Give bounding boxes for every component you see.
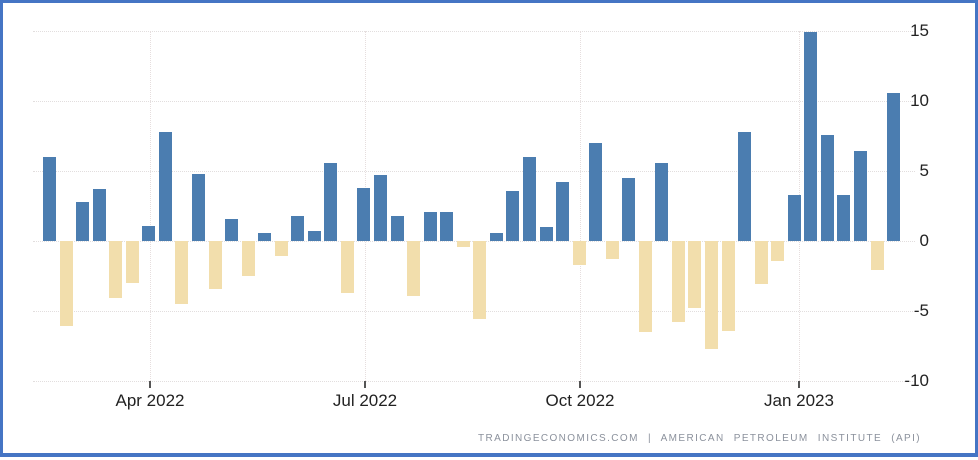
bar-week-7[interactable] bbox=[142, 225, 156, 241]
x-axis-tick-mark bbox=[798, 381, 800, 388]
bar-week-8[interactable] bbox=[158, 131, 172, 241]
bar-week-18[interactable] bbox=[324, 162, 338, 241]
x-axis-tick-mark bbox=[149, 381, 151, 388]
attribution-watermark: TRADINGECONOMICS.COM | AMERICAN PETROLEU… bbox=[478, 433, 921, 444]
bar-week-43[interactable] bbox=[738, 131, 752, 241]
y-gridline bbox=[33, 31, 915, 32]
bar-week-4[interactable] bbox=[92, 189, 106, 241]
x-gridline bbox=[580, 31, 581, 381]
bar-week-34[interactable] bbox=[589, 143, 603, 241]
x-gridline bbox=[150, 31, 151, 381]
bar-week-42[interactable] bbox=[721, 241, 735, 331]
bar-week-29[interactable] bbox=[506, 190, 520, 241]
bar-week-51[interactable] bbox=[870, 241, 884, 271]
bar-week-20[interactable] bbox=[357, 187, 371, 241]
bar-week-50[interactable] bbox=[853, 151, 867, 241]
y-gridline bbox=[33, 171, 915, 172]
y-axis-tick-label: 10 bbox=[910, 91, 929, 110]
bar-week-11[interactable] bbox=[208, 241, 222, 289]
bar-week-31[interactable] bbox=[539, 227, 553, 241]
bar-week-37[interactable] bbox=[638, 241, 652, 332]
x-axis-tick-label: Jul 2022 bbox=[332, 391, 398, 410]
bar-week-10[interactable] bbox=[191, 173, 205, 241]
bar-week-21[interactable] bbox=[374, 175, 387, 241]
y-gridline bbox=[33, 101, 915, 102]
y-axis-tick-label: -5 bbox=[913, 301, 929, 320]
bar-week-15[interactable] bbox=[274, 241, 288, 257]
x-axis-tick-label: Apr 2022 bbox=[115, 391, 185, 410]
bar-week-13[interactable] bbox=[241, 241, 255, 276]
bar-week-14[interactable] bbox=[258, 232, 272, 241]
bar-week-45[interactable] bbox=[771, 241, 785, 261]
x-axis-tick-label: Jan 2023 bbox=[764, 391, 834, 410]
y-gridline bbox=[33, 381, 915, 382]
bar-week-27[interactable] bbox=[473, 241, 487, 320]
bar-week-1[interactable] bbox=[43, 157, 56, 241]
y-axis-tick-label: -10 bbox=[904, 371, 929, 390]
bar-week-3[interactable] bbox=[76, 201, 90, 241]
bar-week-38[interactable] bbox=[655, 162, 669, 241]
x-axis-tick-label: Oct 2022 bbox=[545, 391, 615, 410]
bar-week-40[interactable] bbox=[688, 241, 702, 309]
y-axis-tick-label: 15 bbox=[910, 21, 929, 40]
bar-week-30[interactable] bbox=[522, 157, 536, 241]
y-axis-tick-label: 0 bbox=[919, 231, 929, 250]
bar-week-28[interactable] bbox=[489, 232, 503, 241]
bar-week-22[interactable] bbox=[390, 215, 404, 241]
bar-week-23[interactable] bbox=[407, 241, 421, 296]
x-axis-tick-mark bbox=[364, 381, 366, 388]
bar-week-47[interactable] bbox=[804, 32, 818, 241]
bar-week-2[interactable] bbox=[59, 241, 73, 327]
bar-week-49[interactable] bbox=[837, 194, 851, 241]
bar-week-35[interactable] bbox=[605, 241, 619, 260]
bar-week-48[interactable] bbox=[820, 134, 834, 241]
bar-week-32[interactable] bbox=[556, 182, 570, 241]
x-axis-tick-mark bbox=[579, 381, 581, 388]
bar-week-39[interactable] bbox=[671, 241, 685, 323]
bar-week-25[interactable] bbox=[440, 211, 454, 241]
bar-week-12[interactable] bbox=[225, 218, 239, 241]
bar-week-9[interactable] bbox=[175, 241, 189, 304]
bar-week-52[interactable] bbox=[887, 92, 901, 241]
bar-week-24[interactable] bbox=[423, 211, 437, 241]
bar-week-17[interactable] bbox=[307, 231, 321, 241]
bar-week-44[interactable] bbox=[754, 241, 768, 285]
bar-week-19[interactable] bbox=[340, 241, 354, 293]
bar-week-5[interactable] bbox=[109, 241, 123, 299]
y-axis-tick-label: 5 bbox=[919, 161, 929, 180]
bar-week-16[interactable] bbox=[291, 215, 305, 241]
bar-week-33[interactable] bbox=[572, 241, 586, 265]
bar-week-6[interactable] bbox=[125, 241, 139, 283]
bar-week-36[interactable] bbox=[622, 178, 636, 241]
bar-week-41[interactable] bbox=[705, 241, 718, 349]
bar-week-46[interactable] bbox=[787, 194, 801, 241]
bar-chart-plot-area: 15 10 5 0 -5 -10 Apr 2022 Jul 2022 Oct 2022 Jan 2… bbox=[3, 3, 978, 460]
bar-week-26[interactable] bbox=[456, 241, 470, 247]
